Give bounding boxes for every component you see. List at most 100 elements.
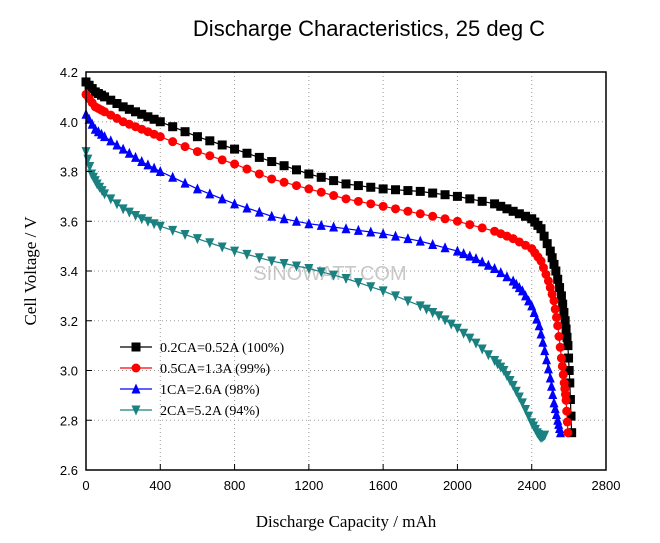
data-point (459, 248, 469, 259)
data-point (403, 206, 413, 216)
data-point (230, 144, 240, 154)
data-point (254, 206, 264, 217)
data-point (378, 201, 388, 211)
data-point (118, 143, 128, 154)
data-point (124, 147, 134, 158)
data-point (477, 256, 487, 267)
data-point (118, 204, 128, 215)
data-point (428, 307, 438, 318)
data-point (521, 211, 531, 221)
data-point (155, 132, 165, 142)
data-point (490, 199, 500, 209)
data-point (180, 127, 190, 137)
data-point (521, 404, 531, 415)
data-point (353, 181, 363, 191)
data-point (559, 307, 569, 317)
data-point (230, 198, 240, 209)
data-point (279, 213, 289, 224)
y-tick-label: 3.2 (60, 314, 78, 329)
data-point (180, 142, 190, 152)
data-point (557, 361, 567, 371)
data-point (192, 234, 202, 245)
x-tick-label: 0 (82, 478, 89, 493)
y-tick-label: 3.0 (60, 364, 78, 379)
data-point (547, 380, 557, 391)
data-point (304, 169, 314, 179)
data-point (545, 246, 555, 256)
data-point (180, 177, 190, 188)
data-point (205, 151, 215, 161)
data-point (452, 191, 462, 201)
data-point (540, 430, 550, 441)
data-point (542, 239, 552, 249)
data-point (100, 92, 110, 102)
data-point (217, 140, 227, 150)
data-point (106, 135, 116, 146)
data-point (562, 406, 572, 416)
data-point (341, 179, 351, 189)
series-3 (81, 108, 565, 438)
data-point (168, 225, 178, 236)
data-point (316, 172, 326, 182)
data-point (391, 230, 401, 241)
data-point (471, 338, 481, 349)
data-point (316, 267, 326, 278)
data-point (403, 296, 413, 307)
data-point (118, 102, 128, 112)
data-point (550, 403, 560, 414)
legend-label: 1CA=2.6A (98%) (160, 383, 260, 398)
data-point (366, 226, 376, 237)
y-tick-label: 2.8 (60, 413, 78, 428)
data-point (477, 196, 487, 206)
x-tick-label: 1600 (369, 478, 398, 493)
data-point (242, 202, 252, 213)
data-point (440, 190, 450, 200)
data-point (403, 186, 413, 196)
data-point (279, 161, 289, 171)
data-point (549, 259, 559, 269)
x-tick-label: 800 (224, 478, 246, 493)
data-point (304, 218, 314, 229)
data-point (555, 342, 565, 352)
data-point (564, 353, 574, 363)
data-point (254, 169, 264, 179)
legend-marker (131, 342, 141, 352)
data-point (353, 224, 363, 235)
x-tick-label: 2800 (592, 478, 621, 493)
data-point (465, 194, 475, 204)
data-point (517, 398, 527, 409)
data-point (279, 177, 289, 187)
data-point (192, 132, 202, 142)
data-point (556, 427, 565, 438)
data-point (329, 221, 339, 232)
data-point (502, 204, 512, 214)
data-point (106, 95, 116, 105)
data-point (391, 291, 401, 302)
data-point (112, 199, 122, 210)
data-point (551, 266, 561, 276)
data-point (391, 204, 401, 214)
data-point (131, 151, 141, 162)
data-point (353, 196, 363, 206)
data-point (131, 210, 141, 221)
data-point (378, 286, 388, 297)
legend-label: 0.2CA=0.52A (100%) (160, 341, 285, 356)
data-point (205, 188, 215, 199)
data-point (421, 304, 431, 315)
data-point (434, 311, 444, 322)
legend-marker (131, 383, 141, 394)
data-point (205, 238, 215, 249)
data-point (496, 201, 506, 211)
data-point (391, 185, 401, 195)
data-point (548, 389, 558, 400)
series-line (85, 151, 546, 439)
data-point (341, 194, 351, 204)
data-point (137, 109, 147, 119)
data-point (100, 131, 110, 142)
data-point (558, 299, 568, 309)
x-tick-label: 1200 (294, 478, 323, 493)
data-point (143, 112, 153, 122)
data-point (155, 117, 165, 127)
data-point (353, 278, 363, 289)
data-point (555, 283, 565, 293)
